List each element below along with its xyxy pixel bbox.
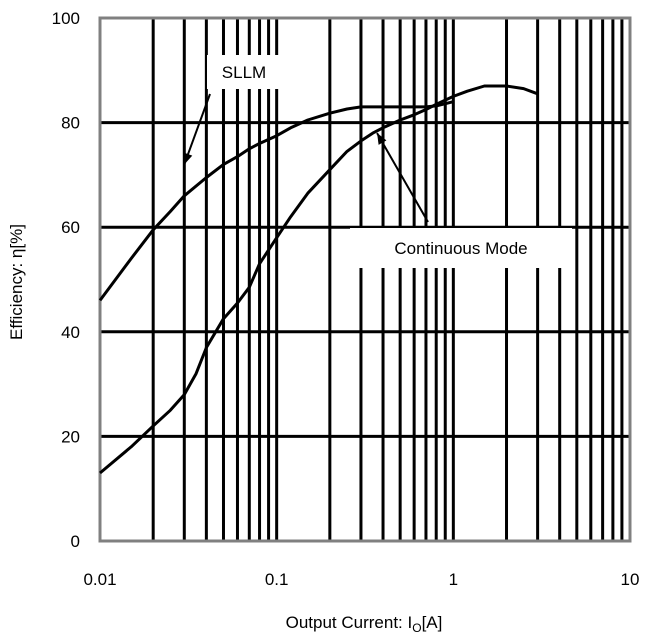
x-tick-labels: 0.01 0.1 1 10 [83,570,639,589]
arrow-head [183,152,193,165]
y-axis-title: Efficiency: η[%] [7,224,26,340]
annotation-sllm: SLLM [183,55,281,165]
annotations: SLLM Continuous Mode [183,55,572,268]
y-tick-label: 100 [52,9,80,28]
annotation-label: Continuous Mode [394,239,527,258]
y-tick-label: 20 [61,427,80,446]
annotation-label: SLLM [222,63,266,82]
annotation-arrow [376,132,429,223]
y-tick-label: 80 [61,114,80,133]
series-line-continuous-mode [99,84,539,475]
y-tick-labels: 0 20 40 60 80 100 [52,9,80,551]
annotation-arrow [183,93,211,165]
series-group [98,84,539,475]
x-tick-label: 0.01 [83,570,116,589]
arrow-head [377,133,387,145]
y-tick-label: 40 [61,323,80,342]
x-tick-label: 1 [449,570,458,589]
series-line-sllm [98,100,454,302]
grid [98,18,630,543]
x-tick-label: 10 [621,570,640,589]
x-axis-title: Output Current: IO[A] [286,613,443,635]
y-tick-label: 0 [71,532,80,551]
plot-frame [98,16,632,543]
x-tick-label: 0.1 [265,570,289,589]
annotation-continuous-mode: Continuous Mode [350,132,572,268]
y-tick-label: 60 [61,218,80,237]
